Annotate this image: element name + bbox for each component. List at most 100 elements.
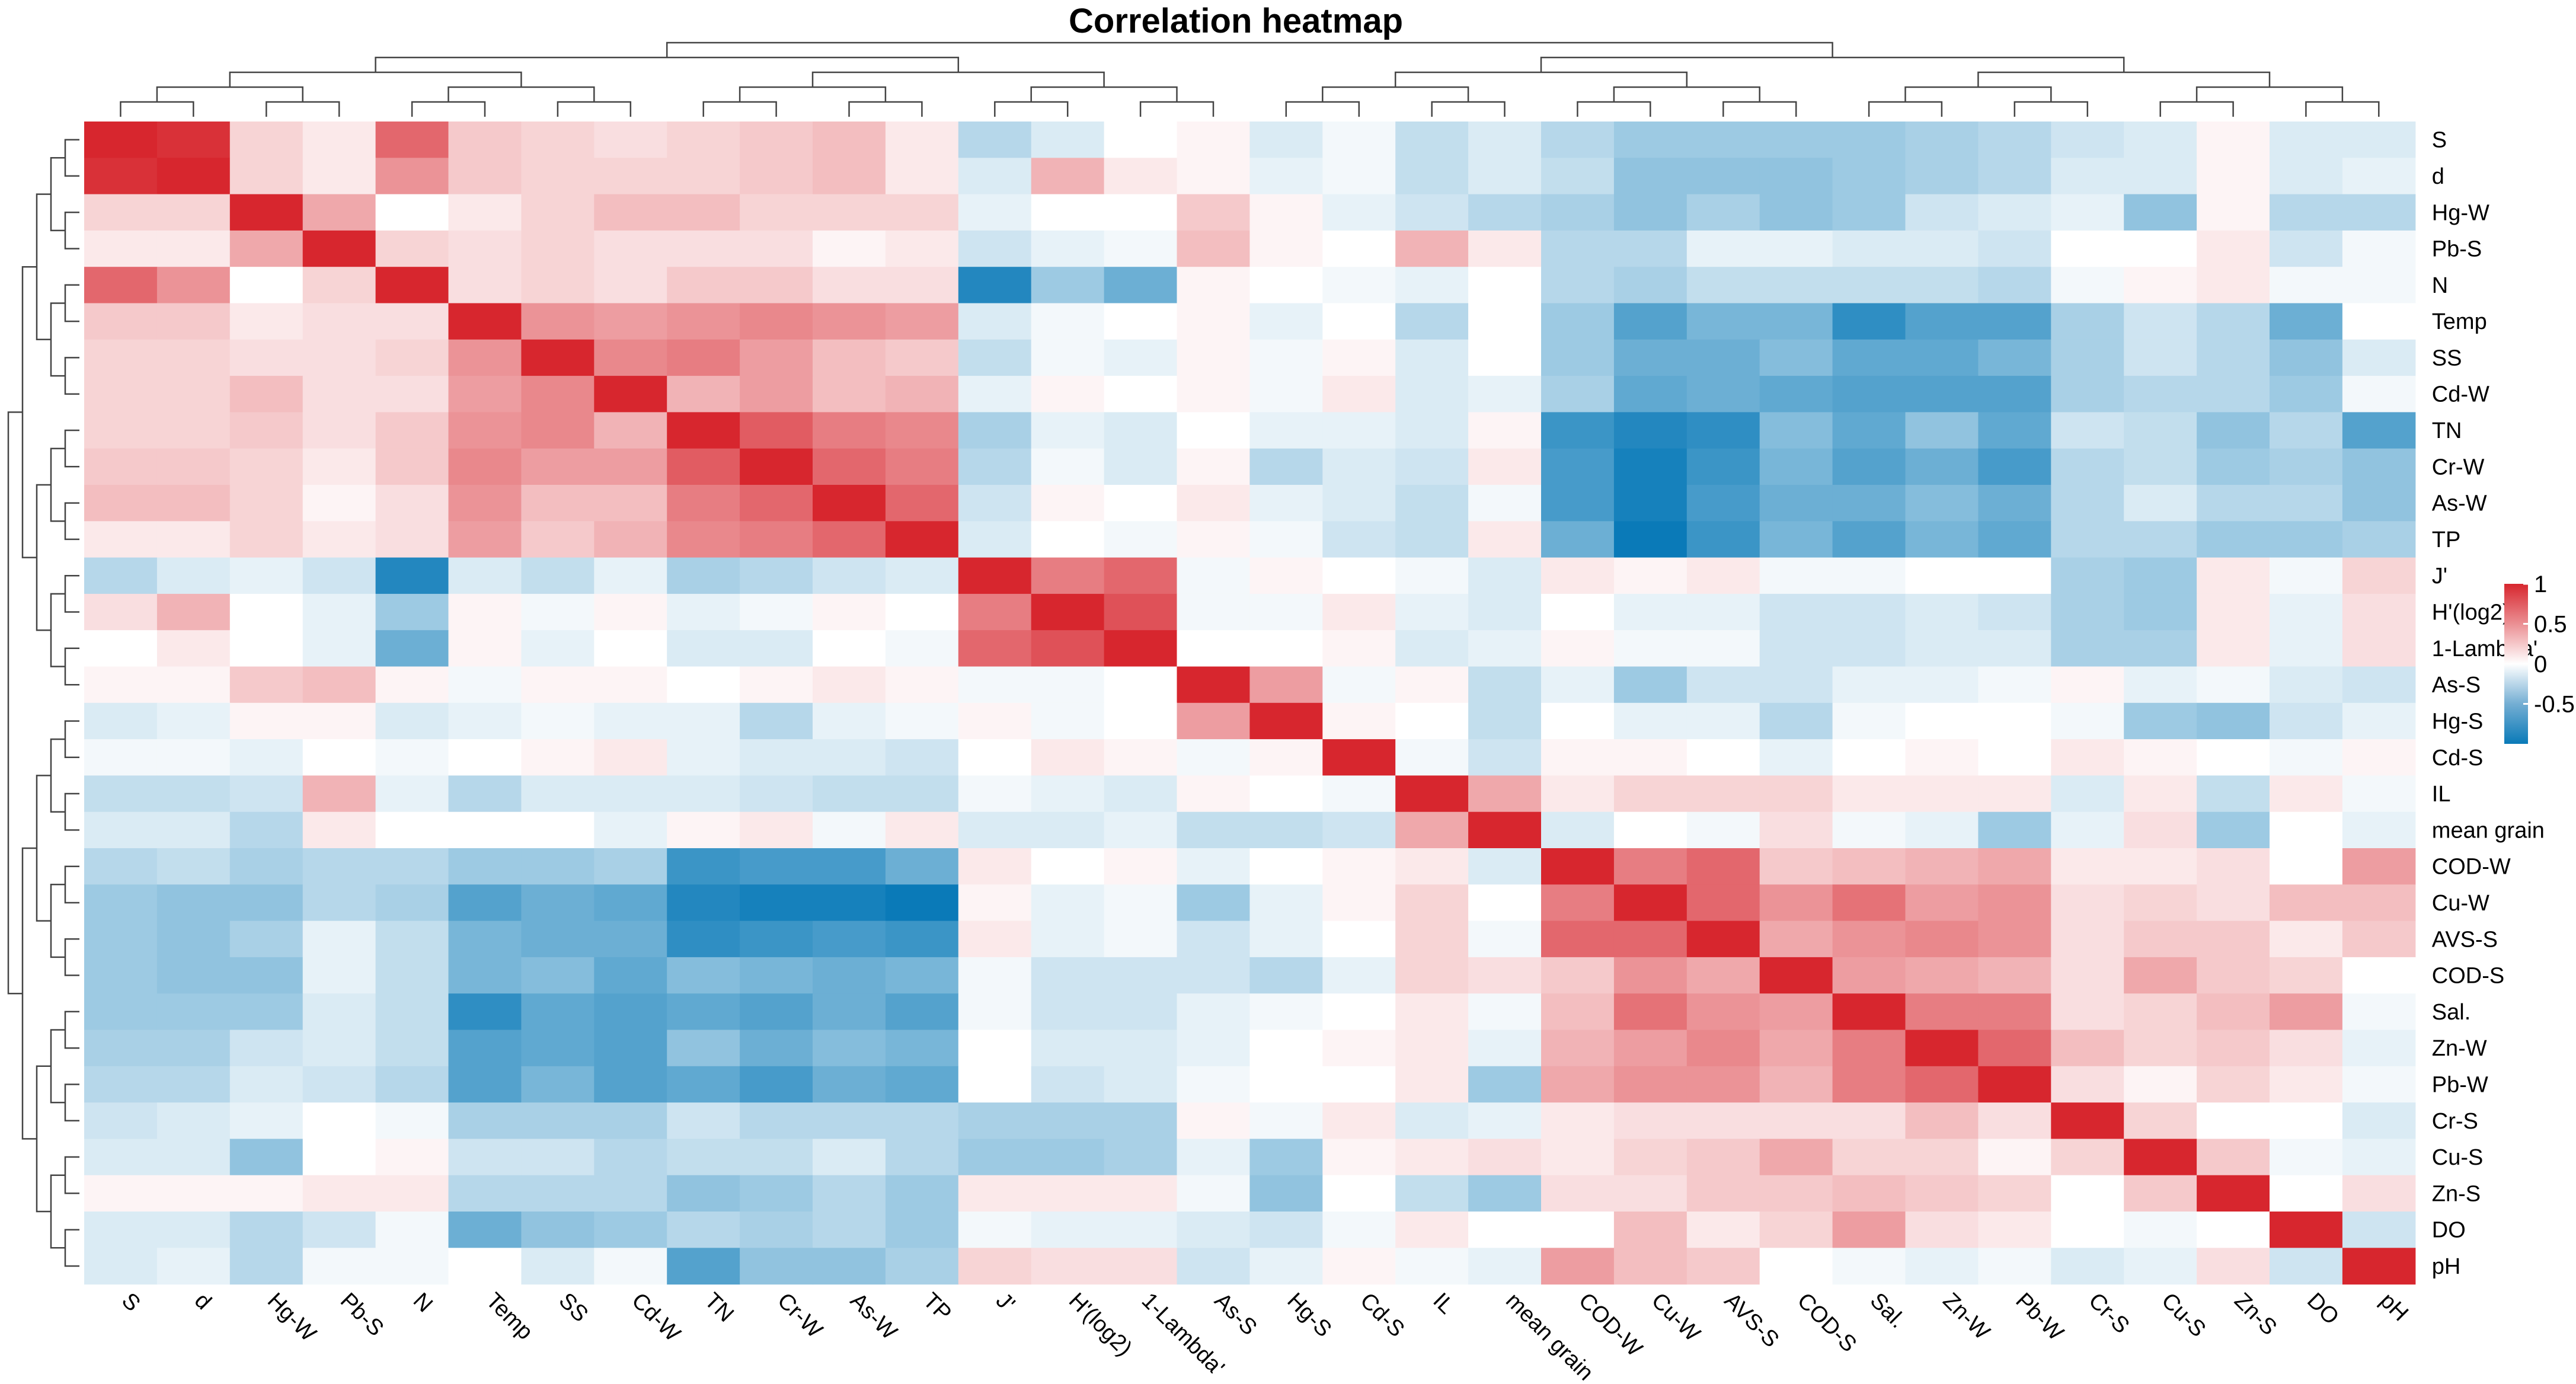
dendrogram-branch [50,302,65,377]
dendrogram-branch [1030,86,1178,102]
heatmap-cell-3-8 [667,230,740,267]
heatmap-cell-22-4 [375,920,449,958]
heatmap-cell-12-19 [1468,557,1542,594]
heatmap-cell-13-6 [521,593,595,631]
heatmap-cell-18-9 [740,775,813,813]
heatmap-cell-3-24 [1832,230,1906,267]
heatmap-cell-23-14 [1104,957,1178,994]
column-label: Cd-S [1355,1288,1409,1342]
heatmap-cell-19-24 [1832,811,1906,849]
heatmap-cell-24-1 [156,993,231,1031]
heatmap-cell-8-11 [885,412,959,449]
heatmap-cell-0-1 [156,122,231,158]
dendrogram-branch [1977,71,2271,87]
row-label: Temp [2432,309,2487,334]
heatmap-cell-11-8 [667,521,740,558]
heatmap-cell-27-6 [521,1102,595,1139]
heatmap-cell-8-3 [302,412,376,449]
heatmap-cell-5-16 [1249,303,1323,340]
heatmap-cell-0-17 [1322,122,1396,158]
heatmap-cell-12-3 [302,557,376,594]
heatmap-cell-13-8 [667,593,740,631]
heatmap-cell-21-6 [521,884,595,922]
heatmap-cell-5-15 [1177,303,1250,340]
dendrogram-branch [36,193,51,341]
heatmap-cell-19-23 [1759,811,1833,849]
heatmap-cell-29-25 [1905,1175,1979,1212]
heatmap-cell-16-2 [229,702,303,740]
heatmap-cell-9-25 [1905,448,1979,485]
heatmap-cell-8-31 [2342,412,2416,449]
heatmap-cell-1-29 [2197,158,2270,195]
heatmap-cell-11-16 [1249,521,1323,558]
heatmap-cell-6-4 [375,339,449,376]
heatmap-cell-18-23 [1759,775,1833,813]
heatmap-cell-15-13 [1031,666,1105,704]
heatmap-cell-8-28 [2124,412,2197,449]
heatmap-cell-23-27 [2051,957,2124,994]
heatmap-cell-25-14 [1104,1030,1178,1067]
heatmap-cell-25-25 [1905,1030,1979,1067]
heatmap-cell-1-12 [958,158,1032,195]
heatmap-cell-8-10 [813,412,886,449]
heatmap-cell-29-6 [521,1175,595,1212]
heatmap-cell-4-2 [229,267,303,304]
heatmap-cell-11-28 [2124,521,2197,558]
heatmap-cell-27-23 [1759,1102,1833,1139]
heatmap-cell-29-15 [1177,1175,1250,1212]
heatmap-cell-22-9 [740,920,813,958]
heatmap-cell-18-17 [1322,775,1396,813]
heatmap-cell-28-12 [958,1139,1032,1176]
heatmap-cell-25-3 [302,1030,376,1067]
heatmap-cell-10-11 [885,485,959,522]
heatmap-cell-31-1 [156,1248,231,1285]
heatmap-cell-14-0 [84,630,158,667]
dendrogram-branch [64,938,79,976]
heatmap-cell-3-7 [594,230,667,267]
heatmap-cell-27-12 [958,1102,1032,1139]
heatmap-cell-13-2 [229,593,303,631]
heatmap-cell-2-25 [1905,194,1979,231]
heatmap-cell-30-8 [667,1212,740,1248]
heatmap-cell-22-3 [302,920,376,958]
heatmap-cell-27-16 [1249,1102,1323,1139]
heatmap-cell-24-25 [1905,993,1979,1031]
heatmap-cell-19-14 [1104,811,1178,849]
heatmap-cell-9-4 [375,448,449,485]
heatmap-cell-28-13 [1031,1139,1105,1176]
heatmap-cell-12-25 [1905,557,1979,594]
heatmap-cell-3-11 [885,230,959,267]
heatmap-cell-17-12 [958,739,1032,776]
heatmap-cell-6-9 [740,339,813,376]
heatmap-cell-14-18 [1395,630,1469,667]
heatmap-cell-22-1 [156,920,231,958]
heatmap-cell-0-4 [375,122,449,158]
heatmap-cell-29-19 [1468,1175,1542,1212]
heatmap-cell-31-12 [958,1248,1032,1285]
heatmap-cell-31-25 [1905,1248,1979,1285]
heatmap-cell-6-20 [1541,339,1615,376]
dendrogram-branch [1322,86,1469,102]
heatmap-cell-7-3 [302,376,376,413]
heatmap-cell-0-21 [1613,122,1687,158]
heatmap-cell-28-1 [156,1139,231,1176]
heatmap-cell-20-27 [2051,848,2124,885]
row-label: Cu-S [2432,1145,2484,1170]
heatmap-cell-26-28 [2124,1066,2197,1103]
heatmap-cell-24-12 [958,993,1032,1031]
heatmap-cell-27-15 [1177,1102,1250,1139]
heatmap-cell-2-0 [84,194,158,231]
heatmap-cell-0-7 [594,122,667,158]
heatmap-cell-25-7 [594,1030,667,1067]
heatmap-cell-17-9 [740,739,813,776]
heatmap-cell-19-0 [84,811,158,849]
heatmap-cell-1-14 [1104,158,1178,195]
column-label: TN [699,1288,739,1327]
dendrogram-branch [1431,101,1506,117]
heatmap-cell-4-20 [1541,267,1615,304]
heatmap-cell-23-16 [1249,957,1323,994]
heatmap-cell-10-5 [448,485,522,522]
heatmap-cell-14-12 [958,630,1032,667]
heatmap-cell-1-5 [448,158,522,195]
heatmap-cell-10-4 [375,485,449,522]
